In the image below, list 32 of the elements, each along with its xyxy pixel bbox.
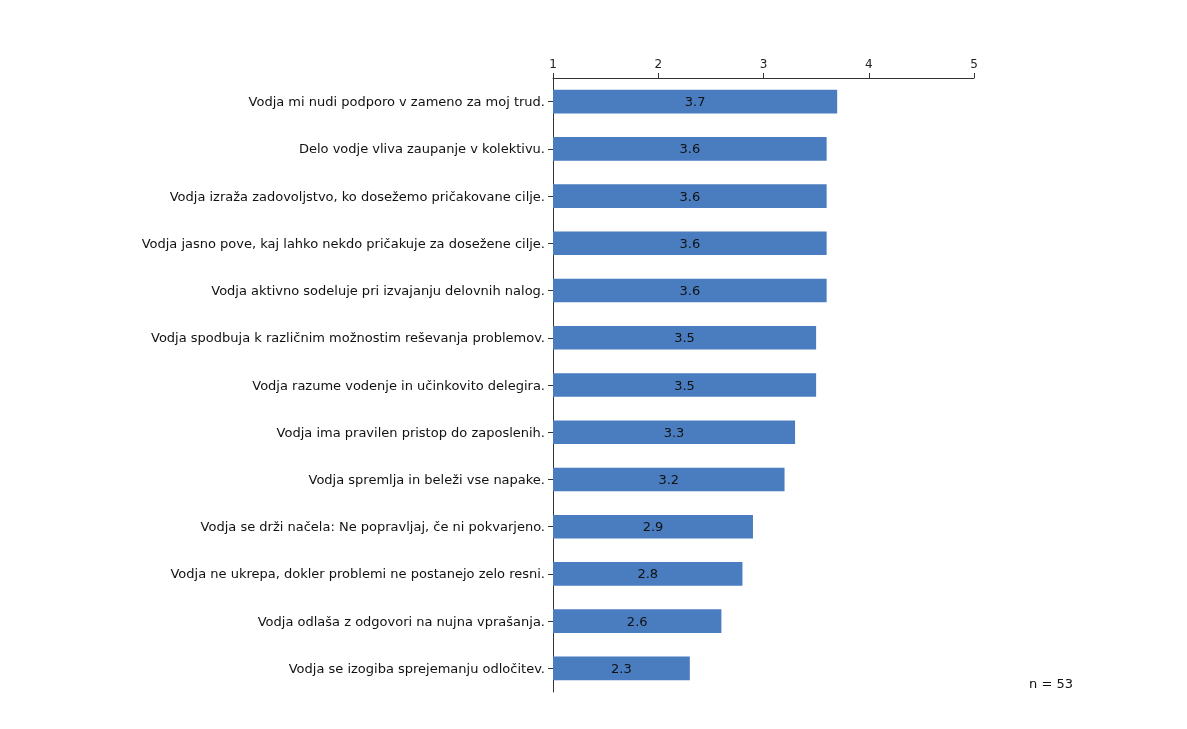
y-tick-label: Vodja ima pravilen pristop do zaposlenih. <box>276 424 545 440</box>
y-tick-label: Vodja aktivno sodeluje pri izvajanju delovnih nalog. <box>211 283 545 299</box>
x-tick-label: 3 <box>759 57 768 71</box>
data-label: 3.5 <box>674 330 695 346</box>
data-label: 2.9 <box>642 519 664 535</box>
y-tick-label: Vodja izraža zadovoljstvo, ko dosežemo pričakovane cilje. <box>169 188 545 204</box>
data-label: 3.6 <box>679 235 701 251</box>
data-label: 3.6 <box>679 283 701 299</box>
data-label: 2.8 <box>637 566 659 582</box>
y-tick-label: Delo vodje vliva zaupanje v kolektivu. <box>298 141 545 157</box>
x-tick-label: 1 <box>549 57 557 71</box>
data-label: 3.7 <box>684 94 706 110</box>
y-tick-label: Vodja odlaša z odgovori na nujna vprašanja. <box>257 613 545 629</box>
x-tick-label: 4 <box>864 57 873 71</box>
data-label: 3.2 <box>658 471 680 487</box>
y-tick-label: Vodja razume vodenje in učinkovito delegira. <box>252 377 545 393</box>
data-label: 3.5 <box>674 377 695 393</box>
y-tick-label: Vodja spremlja in beleži vse napake. <box>308 471 545 487</box>
text: n = 53 <box>1029 676 1074 691</box>
y-tick-label: Vodja spodbuja k različnim možnostim reševanja problemov. <box>151 330 545 346</box>
data-label: 2.6 <box>626 613 648 629</box>
y-tick-label: Vodja se drži načela: Ne popravljaj, če ni pokvarjeno. <box>200 519 545 535</box>
y-tick-label: Vodja ne ukrepa, dokler problemi ne postanejo zelo resni. <box>170 566 545 582</box>
y-tick-label: Vodja jasno pove, kaj lahko nekdo pričakuje za dosežene cilje. <box>141 235 545 251</box>
data-label: 3.3 <box>663 424 685 440</box>
x-tick-label: 5 <box>970 57 978 71</box>
data-label: 3.6 <box>679 141 701 157</box>
y-tick-label: Vodja se izogiba sprejemanju odločitev. <box>288 660 545 676</box>
data-label: 3.6 <box>679 188 701 204</box>
x-tick-label: 2 <box>654 57 663 71</box>
data-label: 2.3 <box>611 660 632 676</box>
y-tick-label: Vodja mi nudi podporo v zameno za moj trud. <box>248 94 545 110</box>
